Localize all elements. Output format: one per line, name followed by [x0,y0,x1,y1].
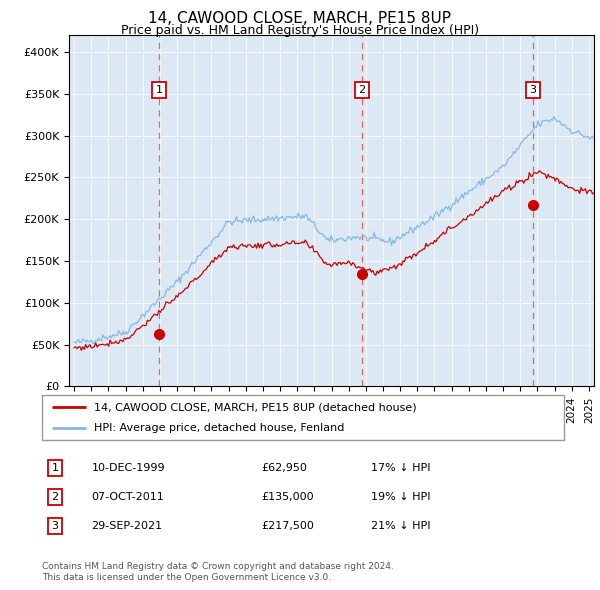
Text: £217,500: £217,500 [261,522,314,531]
Text: 21% ↓ HPI: 21% ↓ HPI [371,522,430,531]
Text: 14, CAWOOD CLOSE, MARCH, PE15 8UP (detached house): 14, CAWOOD CLOSE, MARCH, PE15 8UP (detac… [94,402,417,412]
FancyBboxPatch shape [42,395,564,440]
Text: HPI: Average price, detached house, Fenland: HPI: Average price, detached house, Fenl… [94,422,344,432]
Text: 2: 2 [358,85,365,95]
Text: 3: 3 [530,85,536,95]
Text: 1: 1 [155,85,163,95]
Text: £135,000: £135,000 [261,492,314,502]
Text: Contains HM Land Registry data © Crown copyright and database right 2024.: Contains HM Land Registry data © Crown c… [42,562,394,571]
Text: 10-DEC-1999: 10-DEC-1999 [92,463,165,473]
Text: 2: 2 [52,492,59,502]
Text: 17% ↓ HPI: 17% ↓ HPI [371,463,430,473]
Text: Price paid vs. HM Land Registry's House Price Index (HPI): Price paid vs. HM Land Registry's House … [121,24,479,37]
Text: 07-OCT-2011: 07-OCT-2011 [92,492,164,502]
Text: 29-SEP-2021: 29-SEP-2021 [92,522,163,531]
Text: 19% ↓ HPI: 19% ↓ HPI [371,492,430,502]
Text: 3: 3 [52,522,59,531]
Text: This data is licensed under the Open Government Licence v3.0.: This data is licensed under the Open Gov… [42,573,331,582]
Text: 1: 1 [52,463,59,473]
Text: £62,950: £62,950 [261,463,307,473]
Text: 14, CAWOOD CLOSE, MARCH, PE15 8UP: 14, CAWOOD CLOSE, MARCH, PE15 8UP [149,11,452,27]
